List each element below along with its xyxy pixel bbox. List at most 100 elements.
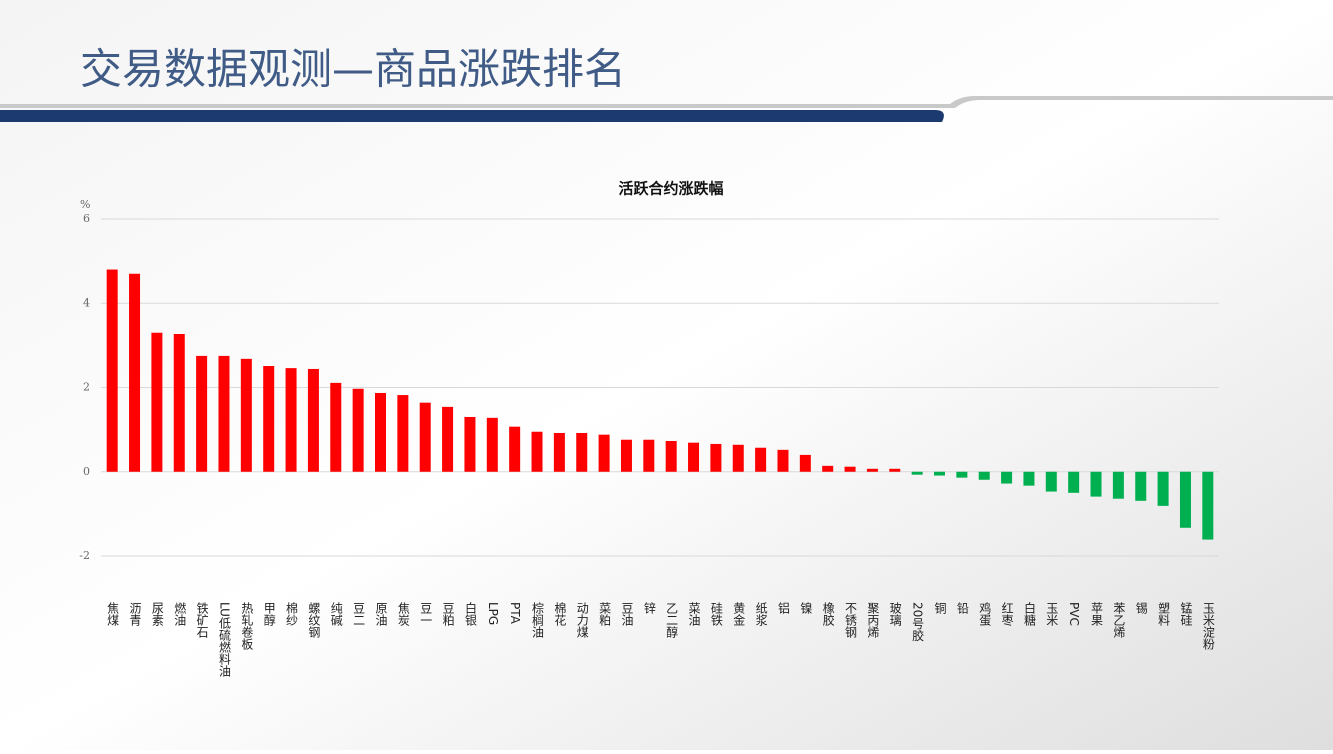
- x-tick-label: 玉米淀粉: [1201, 602, 1215, 650]
- bar: [710, 443, 722, 472]
- x-tick-label: 螺纹钢: [307, 602, 321, 638]
- x-tick-label: 白糖: [1022, 601, 1036, 627]
- chart-title: 活跃合约涨跌幅: [618, 180, 723, 198]
- x-tick-label: 棉花: [553, 602, 567, 627]
- header-accent: [0, 96, 1333, 108]
- bar: [464, 416, 476, 472]
- bar: [240, 358, 252, 472]
- x-tick-label: 焦煤: [106, 602, 120, 626]
- header-band: [0, 110, 944, 122]
- bar: [956, 471, 968, 478]
- bar: [1023, 471, 1035, 486]
- bar: [755, 447, 767, 472]
- bar: [1045, 471, 1057, 492]
- x-tick-label: 苹果: [1090, 602, 1104, 626]
- bar: [151, 332, 163, 472]
- x-tick-label: 豆粕: [441, 602, 455, 626]
- bar: [419, 402, 431, 472]
- y-unit: %: [80, 198, 90, 211]
- x-tick-label: 豆二: [352, 602, 366, 626]
- bar: [576, 432, 588, 472]
- bar: [911, 471, 923, 475]
- x-tick-label: 塑料: [1157, 601, 1171, 626]
- bar: [934, 471, 945, 476]
- bar: [397, 395, 409, 472]
- x-tick-label: 豆油: [620, 602, 634, 626]
- bar: [822, 465, 834, 472]
- x-tick-label: 红枣: [1000, 601, 1014, 627]
- bar: [866, 468, 878, 472]
- x-tick-label: 聚丙烯: [866, 602, 880, 638]
- bar: [1068, 471, 1080, 493]
- x-tick-label: LPG: [486, 602, 500, 625]
- bar: [106, 269, 118, 472]
- bar: [531, 431, 543, 472]
- bar: [285, 368, 297, 472]
- x-tick-label: 豆一: [419, 602, 433, 626]
- x-tick-label: 白银: [463, 601, 477, 626]
- x-tick-label: PTA: [508, 602, 522, 625]
- x-tick-label: 纸浆: [754, 602, 768, 626]
- y-tick-label: 6: [83, 212, 90, 225]
- x-tick-label: 20号胶: [911, 602, 925, 642]
- x-tick-label: 不锈钢: [844, 602, 858, 638]
- x-tick-label: 锡: [1134, 601, 1148, 615]
- bar: [889, 468, 901, 472]
- x-tick-label: 锰硅: [1179, 601, 1193, 626]
- bar: [1090, 471, 1102, 497]
- bar: [553, 432, 565, 472]
- x-tick-label: 燃油: [173, 601, 187, 626]
- bar: [598, 434, 610, 472]
- x-tick-label: 菜粕: [598, 602, 612, 626]
- x-tick-label: 铝: [776, 601, 790, 614]
- x-tick-label: 玻璃: [888, 602, 902, 627]
- x-tick-label: 铜: [933, 601, 947, 614]
- x-tick-label: 棕榈油: [531, 601, 545, 638]
- x-tick-label: 硅铁: [709, 602, 723, 626]
- x-tick-label: 铁矿石: [195, 602, 209, 638]
- x-tick-label: 乙二醇: [665, 602, 679, 638]
- y-tick-label: 0: [83, 465, 90, 478]
- x-tick-label: 棉纱: [285, 602, 299, 626]
- x-tick-label: 铅: [955, 602, 969, 614]
- x-tick-label: 镍: [799, 602, 813, 614]
- bar: [799, 454, 811, 472]
- bar: [196, 355, 208, 472]
- x-tick-label: 橡胶: [821, 602, 835, 627]
- bar: [218, 355, 230, 472]
- bar: [129, 273, 141, 472]
- bar: [509, 426, 521, 472]
- bar: [643, 439, 655, 472]
- bar: [688, 442, 700, 472]
- bar: [1112, 471, 1124, 499]
- x-tick-label: 甲醇: [262, 602, 276, 626]
- x-tick-label: 原油: [374, 602, 388, 626]
- x-tick-label: 鸡蛋: [978, 601, 992, 627]
- bar: [844, 466, 856, 472]
- x-tick-label: 尿素: [150, 602, 164, 626]
- x-tick-label: 苯乙烯: [1112, 602, 1126, 638]
- bar: [978, 471, 990, 480]
- x-tick-label: 纯碱: [329, 602, 343, 627]
- bar: [352, 388, 364, 472]
- bar: [777, 449, 789, 472]
- x-tick-label: 动力煤: [575, 602, 589, 638]
- y-tick-label: 2: [83, 381, 90, 394]
- bar: [1135, 471, 1147, 501]
- bar: [732, 444, 744, 472]
- bar: [665, 440, 677, 472]
- bar: [263, 366, 275, 472]
- bar: [1202, 471, 1214, 540]
- slide-title: 交易数据观测—商品涨跌排名: [80, 45, 626, 94]
- x-tick-label: 菜油: [687, 602, 701, 626]
- bar: [620, 439, 632, 472]
- bar: [173, 334, 185, 472]
- bar: [330, 382, 342, 472]
- x-tick-label: 锌: [642, 602, 656, 614]
- y-tick-label: -2: [79, 549, 90, 562]
- x-tick-label: 焦炭: [396, 602, 410, 627]
- bar: [442, 406, 454, 472]
- x-tick-label: 沥青: [128, 602, 142, 627]
- x-tick-label: 黄金: [732, 602, 746, 626]
